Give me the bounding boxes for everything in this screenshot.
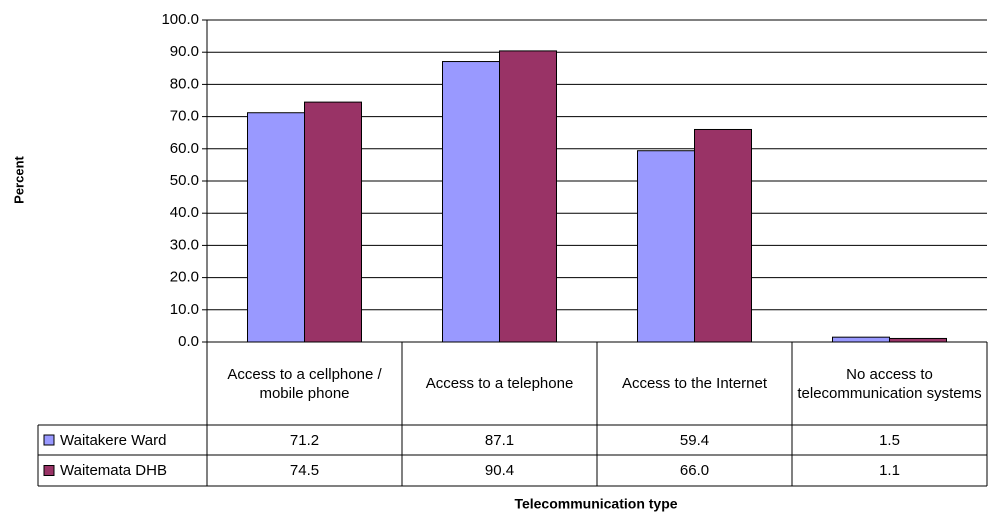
table-value: 74.5 [289, 462, 320, 479]
bar [637, 150, 695, 343]
category-label: No access to telecommunication systems [797, 365, 982, 402]
x-axis-label: Telecommunication type [514, 496, 677, 512]
y-tick-label: 20.0 [170, 269, 199, 286]
y-tick-label: 60.0 [170, 140, 199, 157]
table-value: 90.4 [484, 462, 515, 479]
y-tick-label: 80.0 [170, 75, 199, 92]
y-tick-label: 40.0 [170, 204, 199, 221]
legend-label: Waitakere Ward [60, 431, 167, 449]
table-value: 1.5 [879, 431, 900, 449]
category-label: Access to the Internet [621, 375, 768, 392]
y-tick-label: 30.0 [170, 236, 199, 253]
table-value: 66.0 [679, 462, 710, 479]
legend-swatch [43, 465, 55, 476]
table-value: 71.2 [289, 431, 320, 449]
bar [442, 61, 500, 343]
legend-swatch [43, 434, 55, 446]
legend-label: Waitemata DHB [60, 462, 167, 479]
y-tick-label: 70.0 [170, 108, 199, 125]
category-label: Access to a cellphone / mobile phone [227, 365, 382, 402]
bar [247, 112, 305, 343]
table-value: 1.1 [879, 462, 900, 479]
y-tick-label: 100.0 [161, 11, 199, 28]
y-tick-label: 0.0 [178, 333, 199, 350]
y-tick-label: 50.0 [170, 172, 199, 189]
bar [499, 50, 557, 343]
bar [694, 128, 752, 343]
bar [304, 101, 362, 343]
table-value: 87.1 [484, 431, 515, 449]
y-axis-label: Percent [11, 155, 26, 203]
table-value: 59.4 [679, 431, 710, 449]
y-tick-label: 90.0 [170, 43, 199, 60]
y-tick-label: 10.0 [170, 301, 199, 318]
category-label: Access to a telephone [425, 375, 574, 392]
